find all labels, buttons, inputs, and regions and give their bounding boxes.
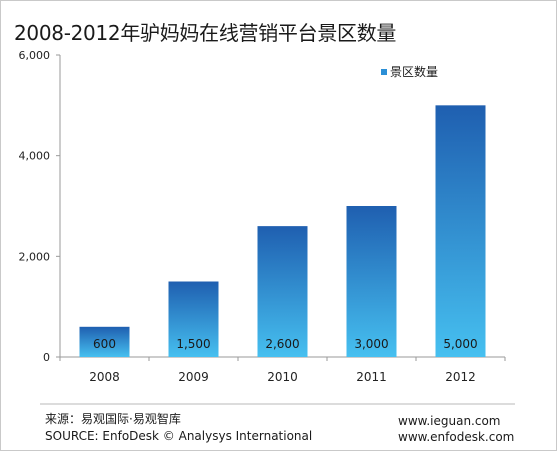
url-ieguan: www.ieguan.com [398, 414, 501, 428]
legend-swatch [381, 69, 387, 75]
url-enfodesk: www.enfodesk.com [398, 430, 515, 444]
bar-value-label: 600 [93, 337, 116, 351]
bar-2012 [435, 105, 486, 357]
source-en: SOURCE: EnfoDesk © Analysys Internationa… [45, 429, 313, 443]
y-tick-label: 4,000 [19, 150, 51, 163]
bar-2009 [168, 281, 219, 357]
y-tick-label: 2,000 [19, 250, 51, 263]
legend-label: 景区数量 [390, 64, 438, 79]
bar-2008 [79, 326, 130, 357]
x-tick-label: 2012 [445, 370, 476, 384]
legend: 景区数量 [381, 64, 438, 79]
x-tick-label: 2008 [89, 370, 120, 384]
x-tick-label: 2009 [178, 370, 209, 384]
axes: 0 2,000 4,000 6,000 2008 2009 2010 2011 2012 [19, 49, 506, 384]
bars [79, 105, 486, 357]
data-labels: 600 1,500 2,600 3,000 5,000 [93, 337, 478, 351]
source-cn: 来源：易观国际·易观智库 [45, 412, 181, 426]
y-tick-label: 6,000 [19, 49, 51, 62]
bar-2011 [346, 206, 397, 357]
x-tick-label: 2011 [356, 370, 387, 384]
x-tick-label: 2010 [267, 370, 298, 384]
chart-title: 2008-2012年驴妈妈在线营销平台景区数量 [14, 21, 397, 45]
bar-2010 [257, 226, 308, 357]
bar-value-label: 2,600 [265, 337, 299, 351]
bar-value-label: 5,000 [443, 337, 477, 351]
y-tick-label: 0 [43, 351, 50, 364]
bar-value-label: 1,500 [176, 337, 210, 351]
bar-value-label: 3,000 [354, 337, 388, 351]
